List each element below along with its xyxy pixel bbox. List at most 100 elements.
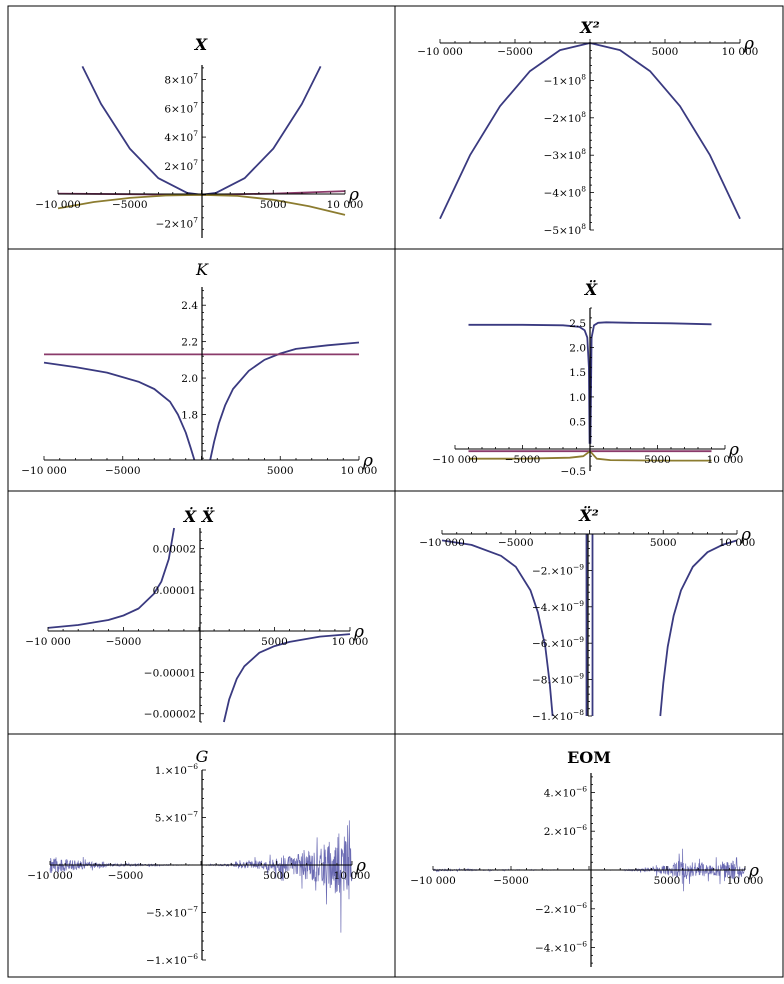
chart-title: Ẍ²: [578, 505, 598, 525]
y-tick-label: 2.4: [181, 300, 198, 312]
series-line-1: [43, 361, 196, 461]
chart-title: Ẋ Ẍ: [183, 506, 215, 526]
y-tick-label: 2.5: [569, 318, 586, 330]
y-tick-label: −1.×10−8: [532, 708, 584, 723]
x-tick-label: 5000: [650, 537, 677, 549]
series-line-1: [441, 539, 554, 717]
y-tick-label: 2.×10−6: [544, 823, 587, 838]
x-axis-label: ρ: [355, 856, 366, 876]
x-tick-label: −5000: [106, 636, 142, 648]
y-tick-label: 4×107: [164, 129, 198, 144]
x-tick-label: 10 000: [332, 636, 369, 648]
x-tick-label: 5000: [654, 875, 681, 887]
y-tick-label: 1.8: [181, 409, 198, 421]
series-line-2: [209, 341, 360, 461]
x-tick-label: 5000: [652, 46, 679, 58]
y-tick-label: −8.×10−9: [532, 672, 584, 687]
y-tick-label: 2.2: [181, 337, 198, 349]
y-tick-label: −4.×10−6: [535, 940, 587, 955]
series-line-1: [47, 527, 175, 629]
y-tick-label: 1.×10−6: [155, 762, 198, 777]
chart-x: −10 000 −5000 5000 10 000 −2×107 2×107 4×107 6×…: [35, 35, 363, 238]
x-tick-label: 10 000: [727, 875, 764, 887]
x-axis-label: ρ: [348, 185, 359, 205]
chart-title: Ẍ: [584, 279, 598, 299]
panel-border: [394, 490, 784, 735]
y-tick-label: −0.00001: [144, 667, 196, 679]
y-tick-label: −1×108: [544, 72, 587, 87]
chart-xdd: −10 000 −5000 5000 10 000 −0.5 0.5 1.0 1.5 2.0 2.…: [432, 279, 743, 478]
x-tick-label: −5000: [498, 537, 534, 549]
y-tick-label: −2×108: [544, 110, 587, 125]
x-axis-label: ρ: [353, 622, 364, 642]
y-tick-label: 2.0: [569, 343, 586, 355]
series-line-4: [659, 539, 738, 717]
y-tick-label: 2×107: [164, 158, 198, 173]
x-tick-label: −10 000: [419, 537, 465, 549]
y-tick-label: 0.5: [569, 417, 586, 429]
x-tick-label: 10 000: [722, 46, 759, 58]
y-tick-label: −2×107: [156, 216, 199, 231]
chart-title: K: [195, 260, 209, 279]
x-tick-label: −5000: [493, 875, 529, 887]
chart-xdxdd: −10 000 −5000 5000 10 000 −0.00002 −0.00001 0.…: [25, 506, 369, 723]
x-axis-label: ρ: [748, 861, 759, 881]
y-tick-label: 4.×10−6: [544, 784, 587, 799]
x-tick-label: 10 000: [327, 199, 364, 211]
x-axis-label: ρ: [740, 525, 751, 545]
y-tick-label: 1.0: [569, 392, 586, 404]
y-tick-label: −2.×10−6: [535, 901, 587, 916]
series-line-2: [589, 321, 712, 444]
x-axis-label: ρ: [362, 451, 373, 471]
y-tick-label: 2.0: [181, 373, 198, 385]
x-tick-label: 5000: [644, 454, 671, 466]
chart-x2: −10 000 −5000 5000 10 000 −1×108 −2×108 −3×108…: [417, 18, 758, 237]
chart-xdd2: −10 000 −5000 5000 10 000 −2.×10−9 −4.×10−9 −6…: [419, 505, 755, 723]
x-axis-label: ρ: [728, 440, 739, 460]
y-tick-label: 6×107: [164, 100, 198, 115]
x-tick-label: −5000: [505, 454, 541, 466]
x-tick-label: 10 000: [719, 537, 756, 549]
y-tick-label: −3×108: [544, 147, 587, 162]
y-tick-label: −2.×10−9: [532, 562, 584, 577]
x-tick-label: −10 000: [21, 465, 67, 477]
y-tick-label: −6.×10−9: [532, 635, 584, 650]
chart-title: EOM: [567, 748, 611, 767]
y-tick-label: −4×108: [544, 185, 587, 200]
x-tick-label: −10 000: [410, 875, 456, 887]
x-tick-label: −5000: [108, 870, 144, 882]
x-tick-label: 5000: [267, 465, 294, 477]
x-tick-label: −5000: [497, 46, 533, 58]
x-tick-label: −10 000: [432, 454, 478, 466]
x-tick-label: 5000: [261, 636, 288, 648]
panel-border: [394, 733, 784, 978]
y-tick-label: 1.5: [569, 367, 586, 379]
chart-title: X: [194, 35, 208, 54]
y-tick-label: −0.5: [561, 466, 587, 478]
series-line-1: [468, 323, 591, 444]
chart-eom: −10 000 −5000 5000 10 000 −4.×10−6 −2.×10−6 2.…: [410, 748, 763, 967]
y-tick-label: −5.×10−7: [146, 905, 198, 920]
y-tick-label: −1.×10−6: [146, 952, 198, 967]
y-tick-label: 8×107: [164, 71, 198, 86]
x-tick-label: 5000: [260, 199, 287, 211]
x-tick-label: −5000: [105, 465, 141, 477]
x-tick-label: 5000: [263, 870, 290, 882]
x-tick-label: −10 000: [25, 636, 71, 648]
y-tick-label: 5.×10−7: [155, 810, 198, 825]
x-tick-label: 10 000: [341, 465, 378, 477]
x-tick-label: −5000: [112, 199, 148, 211]
series-line-2: [223, 633, 351, 723]
y-tick-label: −5×108: [544, 222, 587, 237]
x-tick-label: −10 000: [35, 199, 81, 211]
x-tick-label: −10 000: [417, 46, 463, 58]
y-tick-label: −0.00002: [144, 709, 196, 721]
chart-k: −10 000 −5000 5000 10 000 1.8 2.0 2.2 2.4 ρ K: [21, 260, 377, 477]
y-tick-label: 0.00002: [153, 544, 196, 556]
chart-title: G: [196, 747, 209, 766]
y-tick-label: −4.×10−9: [532, 599, 584, 614]
chart-g: −10 000 −5000 5000 10 000 −1.×10−6 −5.×10−7 5.…: [27, 747, 370, 967]
chart-title: X²: [579, 18, 599, 37]
x-tick-label: −10 000: [27, 870, 73, 882]
